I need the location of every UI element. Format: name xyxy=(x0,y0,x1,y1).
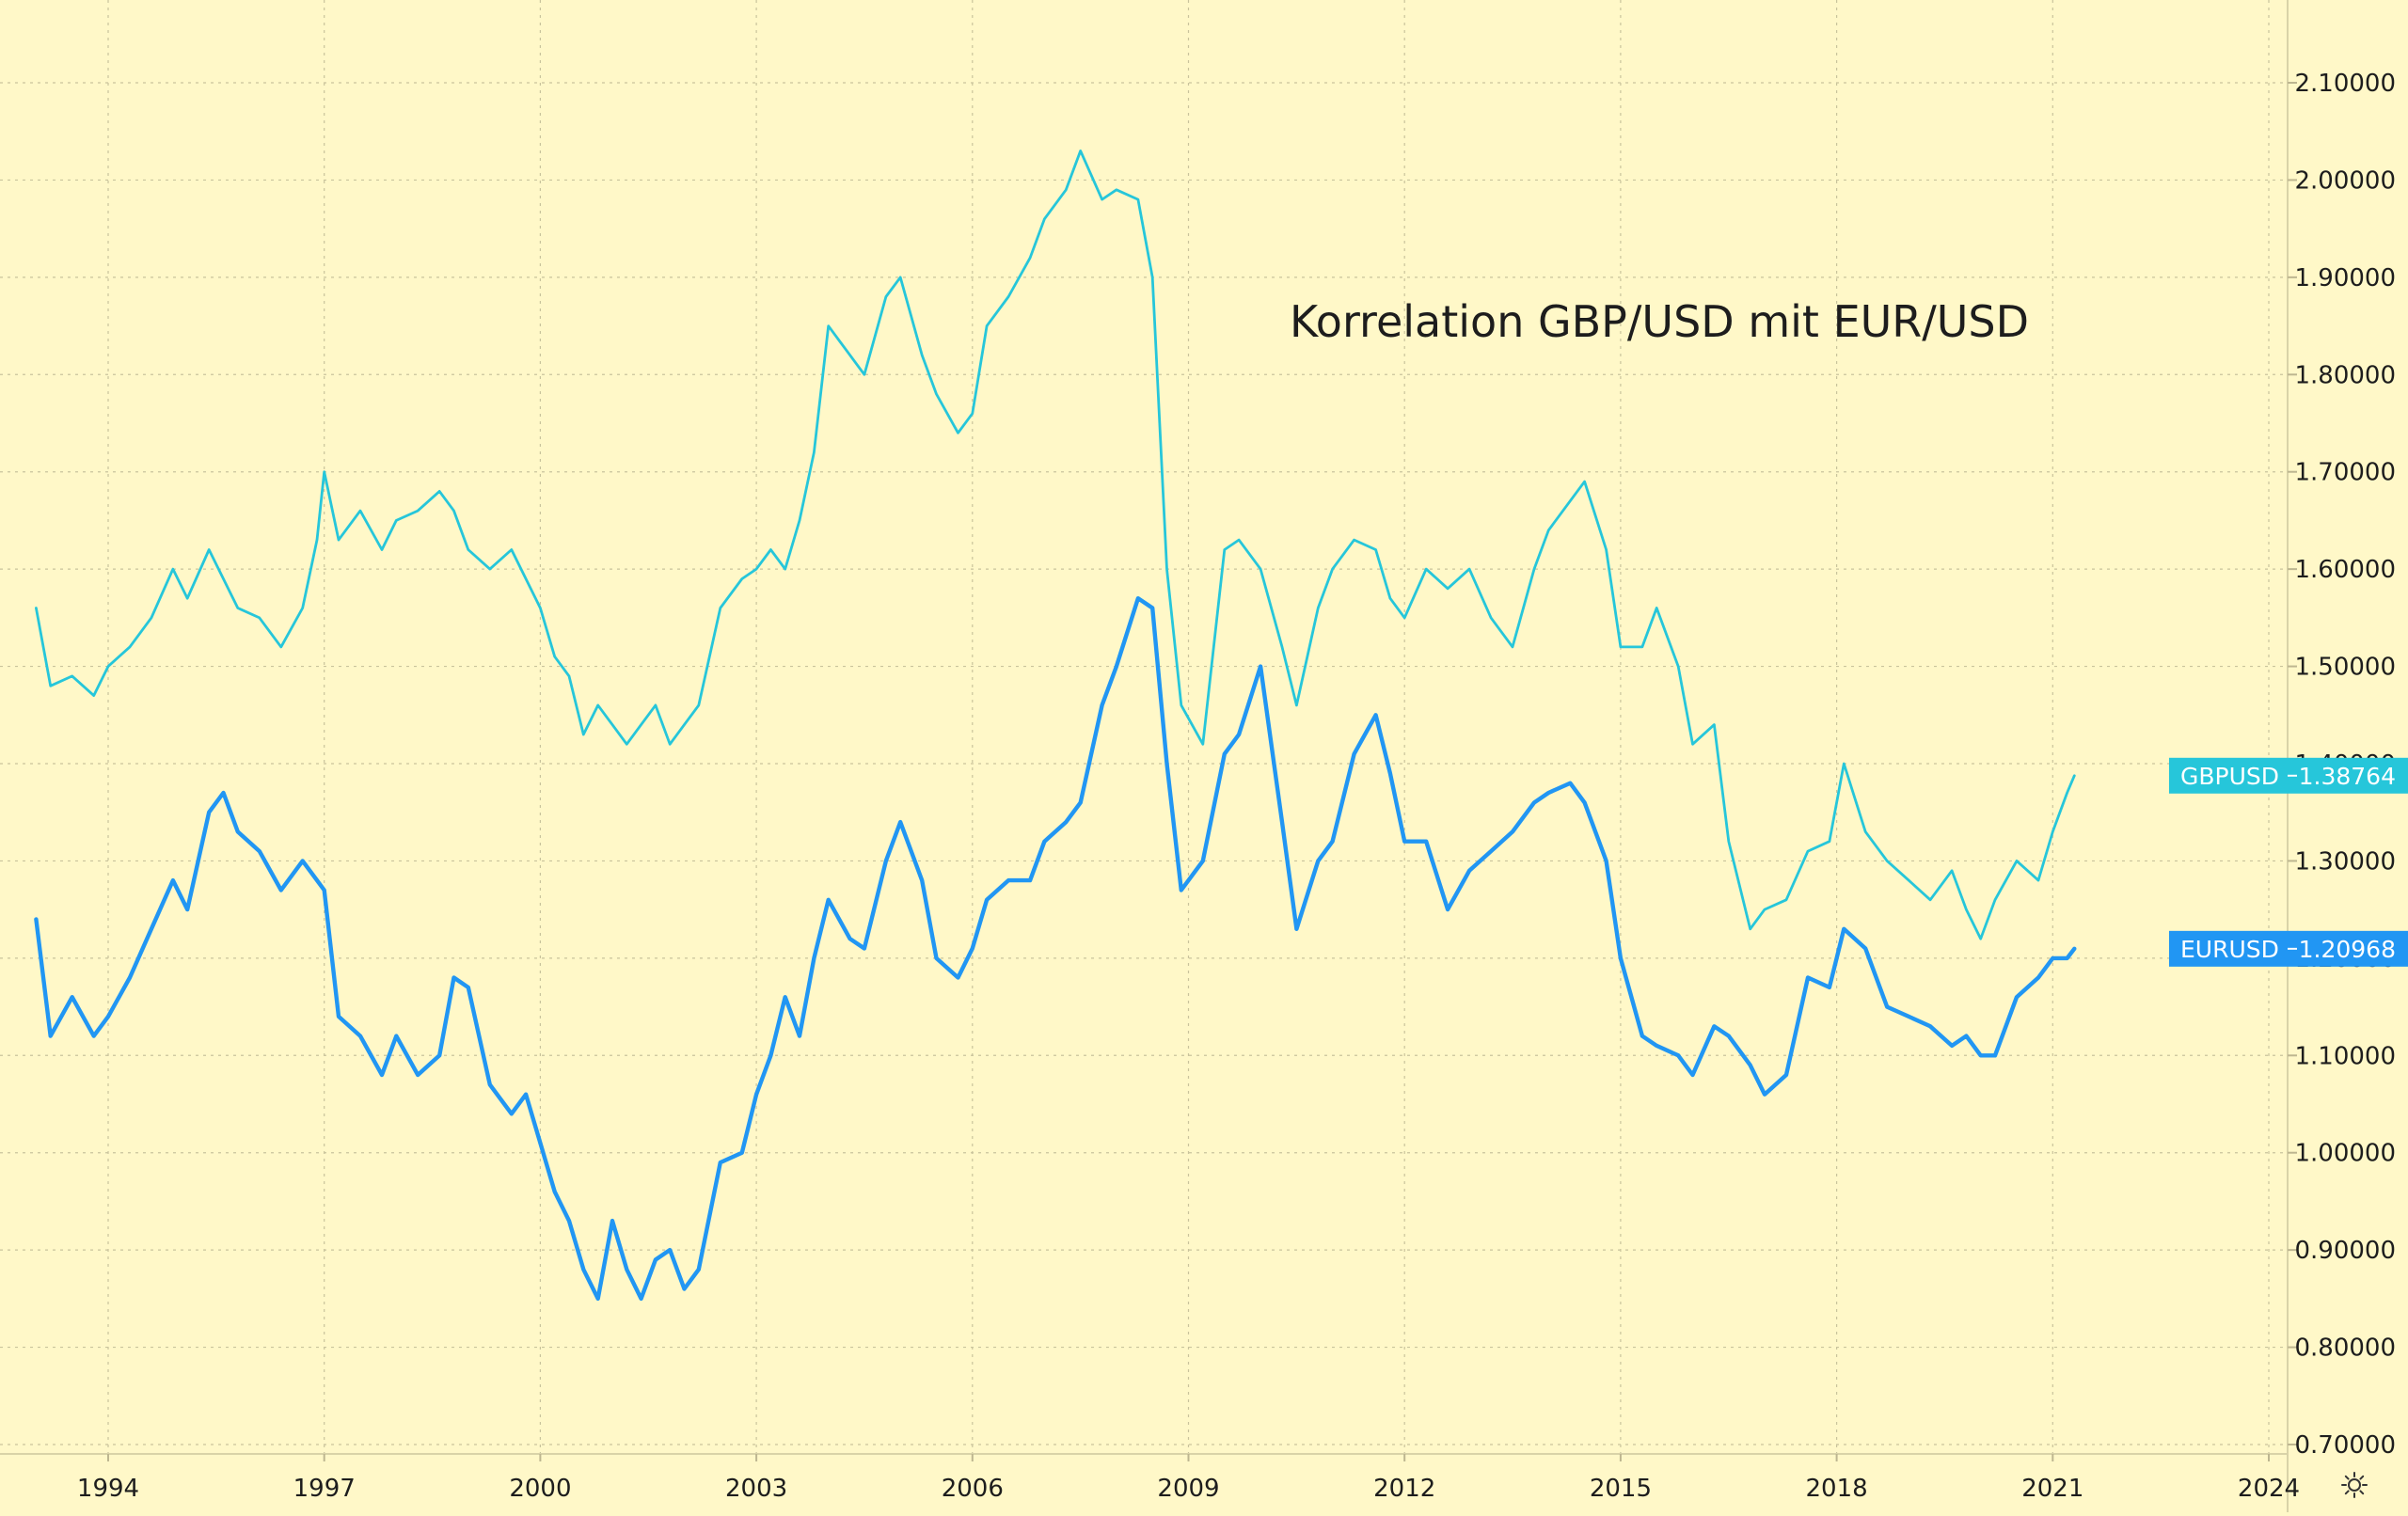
last-value-badges: GBPUSD 1.38764 EURUSD 1.20968 xyxy=(2169,757,2408,967)
x-tick-label: 2012 xyxy=(1373,1475,1435,1503)
x-tick-label: 2015 xyxy=(1590,1475,1652,1503)
y-tick-label: 1.90000 xyxy=(2294,264,2396,292)
y-tick-label: 0.80000 xyxy=(2294,1334,2396,1363)
y-tick-label: 0.90000 xyxy=(2294,1237,2396,1265)
x-tick-label: 1997 xyxy=(293,1475,356,1503)
y-tick-label: 1.50000 xyxy=(2294,654,2396,682)
y-tick-label: 0.70000 xyxy=(2294,1431,2396,1460)
x-tick-label: 1994 xyxy=(77,1475,139,1503)
x-tick-label: 2009 xyxy=(1157,1475,1219,1503)
badge-series-name: GBPUSD xyxy=(2180,763,2279,790)
y-tick-label: 1.30000 xyxy=(2294,847,2396,876)
last-value-badge-gbpusd: GBPUSD 1.38764 xyxy=(2169,757,2408,794)
badge-last-value: 1.38764 xyxy=(2299,763,2396,790)
y-tick-label: 1.10000 xyxy=(2294,1042,2396,1070)
y-tick-label: 1.00000 xyxy=(2294,1140,2396,1168)
settings-gear-icon[interactable] xyxy=(2338,1469,2370,1501)
last-value-badge-eurusd: EURUSD 1.20968 xyxy=(2169,930,2408,967)
y-tick-label: 2.10000 xyxy=(2294,70,2396,98)
x-tick-label: 2024 xyxy=(2238,1475,2300,1503)
y-tick-label: 2.00000 xyxy=(2294,166,2396,195)
grid xyxy=(0,0,2288,1454)
x-axis[interactable]: 1994 1997 2000 2003 2006 2009 2012 2015 2018 2021… xyxy=(77,1454,2300,1503)
x-tick-label: 2000 xyxy=(509,1475,571,1503)
series-line-eurusd[interactable] xyxy=(34,596,2077,1302)
series-line-gbpusd[interactable] xyxy=(35,150,2076,940)
x-tick-label: 2003 xyxy=(725,1475,787,1503)
x-tick-label: 2018 xyxy=(1806,1475,1868,1503)
badge-series-name: EURUSD xyxy=(2180,936,2279,963)
y-tick-label: 1.70000 xyxy=(2294,459,2396,487)
badge-last-value: 1.20968 xyxy=(2299,936,2396,963)
chart-title: Korrelation GBP/USD mit EUR/USD xyxy=(1290,296,2029,347)
y-tick-label: 1.80000 xyxy=(2294,361,2396,389)
x-tick-label: 2006 xyxy=(942,1475,1004,1503)
series-group xyxy=(34,150,2077,1302)
y-tick-label: 1.60000 xyxy=(2294,556,2396,584)
x-tick-label: 2021 xyxy=(2021,1475,2083,1503)
